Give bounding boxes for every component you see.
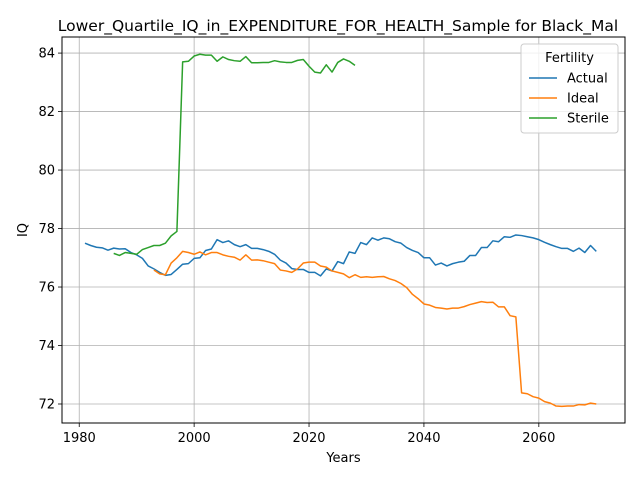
x-tick-label: 2020 [292, 431, 325, 446]
x-tick-label: 2000 [178, 431, 211, 446]
x-axis: 1980 2000 2020 2040 2060 [63, 423, 555, 446]
x-tick-label: 2040 [407, 431, 440, 446]
x-tick-label: 1980 [63, 431, 96, 446]
y-tick-label: 80 [38, 164, 55, 179]
chart-title: Lower_Quartile_IQ_in_EXPENDITURE_FOR_HEA… [58, 17, 618, 36]
y-axis-label: IQ [16, 223, 31, 237]
legend: Fertility Actual Ideal Sterile [520, 43, 619, 134]
legend-box [520, 43, 619, 134]
series-lines [84, 53, 597, 408]
y-tick-label: 76 [38, 281, 55, 296]
y-tick-label: 78 [38, 222, 55, 237]
y-tick-label: 84 [38, 47, 55, 62]
y-tick-label: 74 [38, 339, 55, 354]
series-line-sterile [113, 53, 356, 257]
plot-frame [61, 36, 626, 424]
series-line-actual [84, 234, 597, 277]
x-axis-label: Years [325, 451, 361, 466]
legend-title: Fertility [545, 51, 594, 66]
y-tick-label: 82 [38, 105, 55, 120]
x-tick-label: 2060 [522, 431, 555, 446]
legend-label-ideal: Ideal [567, 92, 599, 107]
legend-label-actual: Actual [567, 72, 608, 87]
y-axis: 72 74 76 78 80 82 84 [38, 47, 62, 412]
series-line-ideal [153, 250, 597, 408]
legend-label-sterile: Sterile [567, 112, 609, 127]
y-tick-label: 72 [38, 397, 55, 412]
